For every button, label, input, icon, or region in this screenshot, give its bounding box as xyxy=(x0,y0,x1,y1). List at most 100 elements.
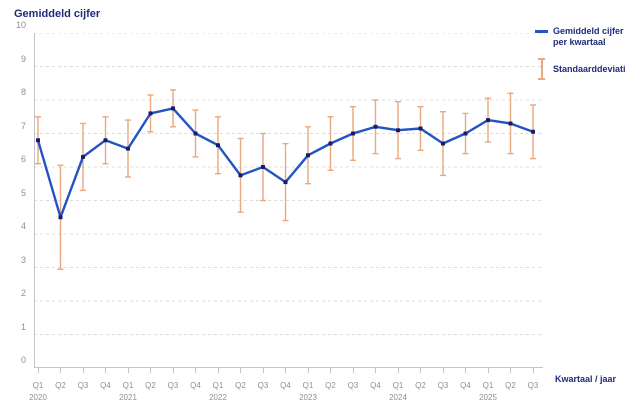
x-tick-label: Q3 xyxy=(167,381,179,390)
x-tick-label: Q3 xyxy=(527,381,539,390)
x-tick-label: Q4 xyxy=(370,381,381,390)
legend-item-sd[interactable]: Standaarddeviatie xyxy=(535,58,625,80)
data-point xyxy=(328,141,333,146)
x-tick-mark xyxy=(487,368,489,373)
data-point xyxy=(193,131,198,136)
x-tick-label: Q1 xyxy=(392,381,404,390)
data-point xyxy=(58,215,63,220)
y-tick-label: 8 xyxy=(20,87,26,97)
data-point xyxy=(463,131,468,136)
x-tick-mark xyxy=(240,368,241,373)
data-point xyxy=(148,111,153,116)
x-tick-mark xyxy=(127,368,129,373)
x-tick-mark xyxy=(397,368,399,373)
y-tick-label: 0 xyxy=(20,355,26,365)
legend-sd-label: Standaarddeviatie xyxy=(553,64,625,74)
x-tick-mark xyxy=(420,368,421,373)
y-axis: 0 1 2 3 4 5 6 7 8 9 10 xyxy=(0,20,26,368)
x-year-label: 2024 xyxy=(389,393,407,402)
x-tick-label: Q2 xyxy=(505,381,516,390)
legend-errorbar-icon xyxy=(535,58,548,80)
x-tick-label: Q3 xyxy=(437,381,449,390)
data-point xyxy=(171,106,175,111)
x-year-label: 2022 xyxy=(209,393,227,402)
data-point xyxy=(418,126,423,131)
y-tick-label: 3 xyxy=(20,255,26,265)
x-tick-label: Q1 xyxy=(32,381,44,390)
x-tick-mark xyxy=(330,368,331,373)
x-tick-mark xyxy=(285,368,286,373)
y-tick-label: 1 xyxy=(20,322,26,332)
x-tick-label: Q2 xyxy=(235,381,246,390)
line-chart-plot xyxy=(34,32,543,368)
x-year-label: 2025 xyxy=(479,393,497,402)
y-tick-label: 9 xyxy=(20,54,26,64)
x-tick-label: Q4 xyxy=(280,381,291,390)
data-point xyxy=(81,154,85,159)
x-tick-mark xyxy=(510,368,511,373)
data-point xyxy=(261,165,265,169)
chart-legend: Gemiddeld cijfer per kwartaal Standaardd… xyxy=(535,26,625,80)
x-tick-label: Q1 xyxy=(302,381,314,390)
x-tick-mark xyxy=(105,368,106,373)
plot-area xyxy=(34,32,543,368)
x-tick-mark xyxy=(307,368,309,373)
x-tick-mark xyxy=(262,368,264,373)
y-tick-label: 6 xyxy=(20,154,26,164)
x-tick-label: Q4 xyxy=(190,381,201,390)
x-tick-label: Q1 xyxy=(212,381,224,390)
data-point xyxy=(36,138,40,143)
x-year-label: 2023 xyxy=(299,393,317,402)
x-tick-label: Q1 xyxy=(482,381,494,390)
x-year-label: 2021 xyxy=(119,393,137,402)
data-point xyxy=(238,173,243,178)
x-tick-mark xyxy=(217,368,219,373)
x-tick-mark xyxy=(195,368,196,373)
x-year-label: 2020 xyxy=(29,393,47,402)
x-tick-mark xyxy=(352,368,354,373)
x-tick-mark xyxy=(150,368,151,373)
chart-title: Gemiddeld cijfer xyxy=(14,8,101,20)
x-axis: Q1 Q2 Q3 Q4 Q1 Q2 Q3 Q4 Q1 Q2 Q3 Q4 Q1 Q2 Q3 Q4 Q1 Q2 Q3 Q4… xyxy=(29,368,543,413)
x-tick-mark xyxy=(375,368,376,373)
x-tick-label: Q2 xyxy=(55,381,66,390)
x-tick-label: Q3 xyxy=(77,381,89,390)
data-point xyxy=(508,121,513,126)
data-point xyxy=(103,138,108,143)
x-axis-title: Kwartaal / jaar xyxy=(555,374,617,384)
data-point xyxy=(373,124,378,129)
y-tick-label: 4 xyxy=(20,221,26,231)
legend-series-label: Gemiddeld cijfer per kwartaal xyxy=(553,26,624,48)
x-tick-mark xyxy=(172,368,174,373)
data-point xyxy=(306,153,310,158)
y-tick-label: 10 xyxy=(15,20,26,30)
data-point xyxy=(351,131,355,136)
y-tick-label: 5 xyxy=(20,188,26,198)
data-point xyxy=(126,146,130,151)
x-tick-label: Q4 xyxy=(100,381,111,390)
x-tick-mark xyxy=(442,368,444,373)
x-tick-label: Q3 xyxy=(347,381,359,390)
x-tick-label: Q1 xyxy=(122,381,134,390)
x-tick-label: Q4 xyxy=(460,381,471,390)
x-tick-mark xyxy=(532,368,534,373)
legend-item-series[interactable]: Gemiddeld cijfer per kwartaal xyxy=(535,26,625,48)
data-point xyxy=(283,180,288,185)
x-tick-mark xyxy=(60,368,61,373)
x-tick-label: Q3 xyxy=(257,381,269,390)
x-tick-mark xyxy=(465,368,466,373)
x-tick-label: Q2 xyxy=(145,381,156,390)
x-tick-label: Q2 xyxy=(325,381,336,390)
data-point xyxy=(486,118,490,123)
legend-series-label-line2: per kwartaal xyxy=(553,37,606,47)
legend-line-swatch xyxy=(535,30,548,33)
x-tick-mark xyxy=(82,368,84,373)
x-tick-mark xyxy=(37,368,39,373)
y-tick-label: 2 xyxy=(20,288,26,298)
data-point xyxy=(531,129,535,134)
y-tick-label: 7 xyxy=(20,121,26,131)
data-point xyxy=(396,128,400,133)
data-point xyxy=(216,143,220,148)
data-point xyxy=(441,141,445,146)
